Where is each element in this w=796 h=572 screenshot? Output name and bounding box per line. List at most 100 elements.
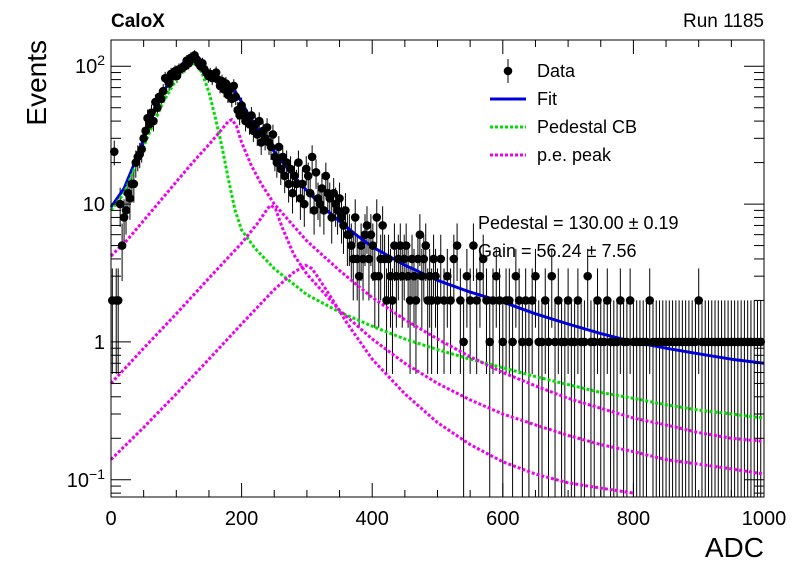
- data-point: [612, 337, 622, 347]
- data-point: [121, 206, 131, 215]
- data-point: [407, 254, 417, 264]
- data-point: [284, 179, 293, 189]
- data-point: [401, 241, 411, 250]
- legend-label: Data: [537, 61, 576, 81]
- data-point: [266, 142, 276, 152]
- data-point: [593, 296, 602, 305]
- data-point: [362, 221, 372, 230]
- data-point: [433, 296, 442, 305]
- data-point: [527, 296, 537, 305]
- x-tick-label: 200: [225, 508, 258, 530]
- data-point: [290, 171, 299, 181]
- data-point: [280, 171, 289, 181]
- data-point: [616, 296, 625, 305]
- data-point: [554, 296, 563, 305]
- data-point: [415, 230, 425, 239]
- data-point: [366, 230, 376, 239]
- data-point: [321, 171, 331, 181]
- data-point: [137, 144, 146, 154]
- data-point: [276, 164, 286, 174]
- data-point: [153, 103, 162, 113]
- data-point: [488, 296, 498, 305]
- data-point: [544, 337, 553, 347]
- data-point: [452, 241, 462, 250]
- data-point: [583, 271, 592, 281]
- data-point: [254, 116, 264, 126]
- data-point: [625, 296, 635, 305]
- data-point: [478, 254, 488, 264]
- legend-marker-data: [503, 66, 513, 76]
- data-point: [149, 116, 158, 126]
- data-point: [382, 296, 391, 305]
- data-point: [262, 123, 272, 132]
- data-point: [429, 254, 438, 264]
- data-point: [125, 194, 135, 203]
- data-point: [247, 111, 256, 120]
- data-point: [403, 271, 413, 281]
- pe-peak-curve-2: [109, 203, 765, 476]
- x-tick-label: 600: [486, 508, 519, 530]
- data-point: [456, 296, 465, 305]
- data-point: [309, 206, 319, 215]
- data-point: [482, 296, 491, 305]
- data-point: [622, 337, 632, 347]
- y-tick-label: 1: [94, 332, 105, 354]
- data-point: [462, 271, 472, 281]
- pe-peak-curve-3: [109, 263, 634, 495]
- data-point: [337, 213, 346, 222]
- data-point: [399, 254, 409, 264]
- data-point: [446, 296, 455, 305]
- data-point: [358, 254, 368, 264]
- data-point: [449, 254, 459, 264]
- data-point: [419, 254, 429, 264]
- data-point: [119, 213, 129, 222]
- data-point: [352, 254, 362, 264]
- data-point: [374, 271, 384, 281]
- data-point: [537, 337, 547, 347]
- data-point: [299, 199, 309, 209]
- data-point: [472, 296, 481, 305]
- data-point: [498, 337, 508, 347]
- data-point: [237, 101, 246, 110]
- data-point: [459, 337, 468, 347]
- axes: 0 200 400 600 800 1000 10−1 1 10 102: [67, 40, 786, 530]
- data-point: [317, 184, 327, 193]
- data-points: [108, 51, 766, 347]
- data-point: [405, 296, 415, 305]
- data-point: [531, 271, 540, 281]
- data-point: [413, 254, 423, 264]
- data-point: [384, 254, 393, 264]
- data-point: [141, 126, 150, 136]
- data-point: [319, 206, 329, 215]
- data-point: [350, 213, 360, 222]
- data-point: [505, 296, 514, 305]
- data-point: [589, 337, 599, 347]
- legend-label: Pedestal CB: [537, 117, 637, 137]
- data-point: [147, 108, 156, 118]
- data-point: [397, 271, 407, 281]
- data-point: [360, 230, 370, 239]
- data-point: [303, 171, 313, 181]
- data-point: [409, 271, 419, 281]
- data-point: [427, 296, 436, 305]
- data-point: [431, 271, 440, 281]
- data-point: [540, 296, 550, 305]
- data-point: [421, 241, 431, 250]
- data-point: [245, 119, 254, 129]
- data-point: [327, 213, 337, 222]
- data-point: [354, 271, 364, 281]
- header-left: CaloX: [111, 11, 165, 32]
- y-tick-label: 102: [75, 52, 105, 78]
- data-point: [117, 241, 127, 250]
- data-point: [388, 296, 397, 305]
- stat-pedestal: Pedestal = 130.00 ± 0.19: [478, 213, 679, 233]
- data-point: [335, 194, 344, 203]
- data-point: [229, 81, 239, 91]
- x-tick-label: 800: [617, 508, 650, 530]
- data-point: [550, 337, 560, 347]
- data-point: [521, 296, 530, 305]
- data-point: [602, 296, 612, 305]
- data-point: [139, 134, 148, 143]
- data-point: [156, 94, 166, 104]
